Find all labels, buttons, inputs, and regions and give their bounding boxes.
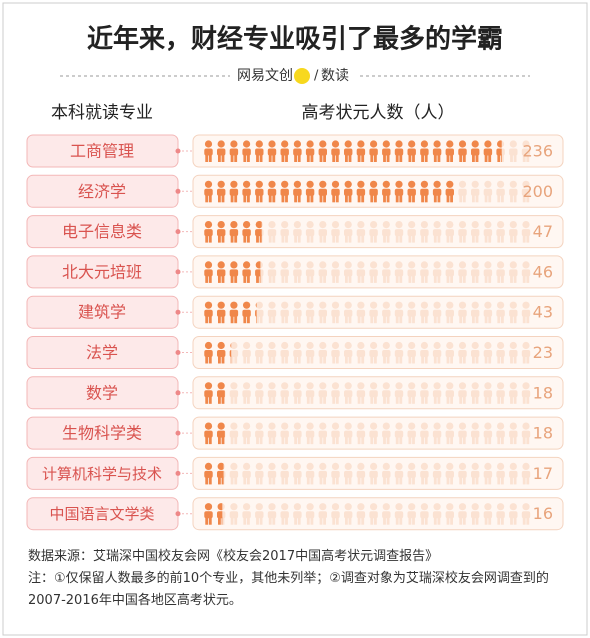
connector-dot bbox=[175, 390, 181, 396]
connector-dot bbox=[175, 229, 181, 235]
connector-dot bbox=[175, 188, 181, 194]
value-label: 43 bbox=[533, 303, 553, 322]
value-label: 46 bbox=[533, 262, 553, 281]
category-label: 法学 bbox=[86, 343, 118, 362]
category-label: 计算机科学与技术 bbox=[42, 465, 162, 483]
value-header: 高考状元人数（人） bbox=[302, 103, 455, 123]
category-label: 北大元培班 bbox=[62, 262, 142, 281]
brand: 网易文创 bbox=[237, 68, 293, 84]
connector-dot bbox=[175, 511, 181, 517]
connector-dot bbox=[175, 470, 181, 476]
value-label: 47 bbox=[533, 222, 553, 241]
category-label: 数学 bbox=[86, 383, 118, 402]
connector-dot bbox=[175, 269, 181, 275]
connector-dot bbox=[175, 430, 181, 436]
chart-title: 近年来，财经专业吸引了最多的学霸 bbox=[87, 24, 503, 55]
category-label: 生物科学类 bbox=[62, 424, 142, 443]
value-label: 16 bbox=[533, 504, 553, 523]
value-label: 17 bbox=[533, 464, 553, 483]
slash: / bbox=[314, 69, 319, 84]
connector-dot bbox=[175, 309, 181, 315]
brand-sub: 数读 bbox=[321, 67, 349, 84]
category-label: 工商管理 bbox=[70, 142, 134, 161]
category-label: 中国语言文学类 bbox=[49, 505, 154, 523]
value-label: 200 bbox=[522, 182, 553, 201]
category-header: 本科就读专业 bbox=[51, 103, 153, 123]
connector-dot bbox=[175, 148, 181, 154]
category-label: 电子信息类 bbox=[62, 222, 142, 241]
value-label: 236 bbox=[522, 142, 553, 161]
notes: 数据来源：艾瑞深中国校友会网《校友会2017中国高考状元调查报告》 注：①仅保留… bbox=[28, 546, 568, 612]
value-label: 23 bbox=[533, 343, 553, 362]
connector-dot bbox=[175, 350, 181, 355]
note: 注：①仅保留人数最多的前10个专业，其他未列举；②调查对象为艾瑞深校友会网调查到… bbox=[28, 571, 549, 608]
value-label: 18 bbox=[533, 424, 553, 443]
category-label: 建筑学 bbox=[78, 303, 126, 322]
source: 数据来源：艾瑞深中国校友会网《校友会2017中国高考状元调查报告》 bbox=[28, 549, 439, 564]
value-label: 18 bbox=[533, 383, 553, 402]
category-label: 经济学 bbox=[78, 182, 126, 201]
brand-dot bbox=[294, 68, 310, 84]
